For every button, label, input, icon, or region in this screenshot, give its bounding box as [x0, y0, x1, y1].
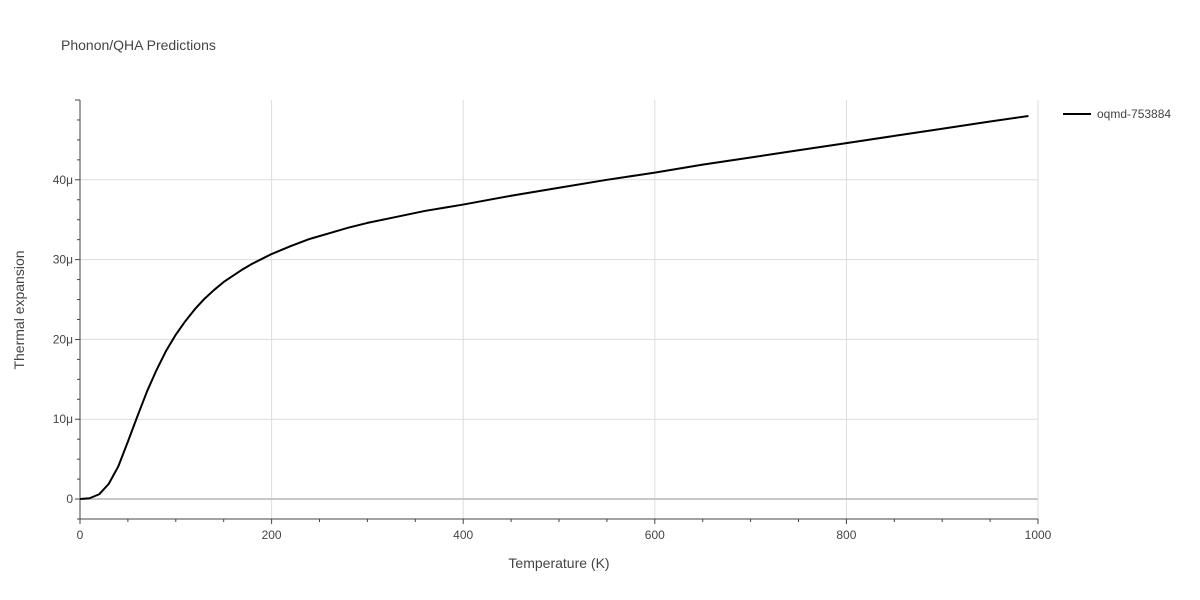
y-tick-label: 40μ [53, 173, 73, 187]
x-tick-label: 400 [453, 528, 473, 542]
y-axis-title: Thermal expansion [11, 250, 27, 369]
x-tick-label: 0 [77, 528, 84, 542]
axes: 0 200 400 600 800 1000 0 10μ 20μ 30μ 40μ [53, 99, 1052, 542]
x-tick-label: 800 [836, 528, 856, 542]
y-tick-label: 0 [66, 492, 73, 506]
y-tick-label: 30μ [53, 253, 73, 267]
x-tick-label: 200 [262, 528, 282, 542]
x-tick-label: 600 [645, 528, 665, 542]
series-layer [79, 114, 1029, 501]
chart-title: Phonon/QHA Predictions [61, 37, 216, 53]
x-axis-title: Temperature (K) [508, 555, 609, 571]
legend[interactable]: oqmd-753884 [1063, 107, 1171, 121]
y-tick-label: 20μ [53, 332, 73, 346]
series-line-1[interactable] [79, 114, 1029, 501]
x-tick-label: 1000 [1025, 528, 1052, 542]
legend-label: oqmd-753884 [1097, 107, 1171, 121]
y-tick-label: 10μ [53, 412, 73, 426]
grid [80, 100, 1039, 519]
